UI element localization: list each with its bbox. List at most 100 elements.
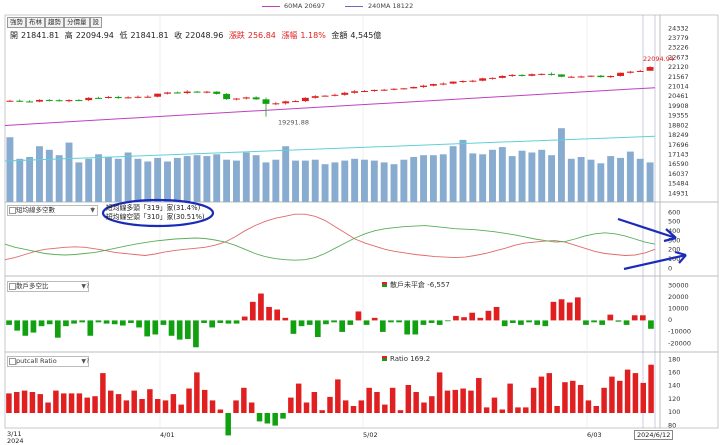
x-tick-label: 3/11 xyxy=(7,430,22,438)
sentiment-bar xyxy=(144,320,151,337)
tab-settings[interactable]: 設 xyxy=(89,17,102,28)
volume-bar xyxy=(262,162,270,202)
indicator-select-ratio[interactable]: putcall Ratio ▼ xyxy=(7,356,89,367)
candle-body xyxy=(262,99,270,104)
candle-body xyxy=(361,91,368,93)
ratio-axis-label: 140 xyxy=(668,382,680,390)
candle-body xyxy=(144,96,152,98)
ratio-bar xyxy=(60,393,67,413)
sentiment-bar xyxy=(193,320,199,348)
candle-body xyxy=(646,67,654,71)
candle-body xyxy=(321,95,329,97)
candle-body xyxy=(232,98,240,100)
volume-bar xyxy=(617,157,624,202)
volume-bar xyxy=(380,162,388,202)
candle-body xyxy=(85,97,93,101)
volume-bar xyxy=(400,159,408,202)
tab-trend[interactable]: 趨勢 xyxy=(45,17,64,28)
volume-bar xyxy=(134,158,142,202)
tab-bollinger[interactable]: 布林 xyxy=(26,17,45,28)
candle-body xyxy=(213,91,221,94)
volume-bar xyxy=(538,149,546,202)
breadth-axis-label: 200 xyxy=(668,246,680,254)
candle-body xyxy=(55,100,63,102)
tab-volume-profile[interactable]: 分價量 xyxy=(64,17,90,28)
price-axis-label: 18249 xyxy=(668,131,689,139)
ratio-bar xyxy=(248,402,255,413)
ma240-label: 240MA 18122 xyxy=(368,2,414,10)
candle-body xyxy=(183,91,191,94)
indicator-select-label: 散戶多空比 xyxy=(16,282,49,290)
annotation-arrow-down xyxy=(617,217,677,240)
volume-bar xyxy=(85,158,93,202)
ratio-bar xyxy=(225,413,231,436)
candle-body xyxy=(420,85,428,87)
ratio-bar xyxy=(162,400,169,413)
candle-body xyxy=(459,81,467,83)
price-axis-label: 19908 xyxy=(668,102,689,110)
candle-body xyxy=(548,73,556,75)
candle-body xyxy=(518,74,526,76)
ratio-bar xyxy=(632,373,639,413)
x-tick-label: 6/03 xyxy=(587,431,602,439)
volume-bar xyxy=(479,154,487,202)
ratio-bar xyxy=(389,387,396,413)
breadth-axis-label: 400 xyxy=(668,227,680,235)
sentiment-bar xyxy=(54,320,61,338)
help-icon[interactable]: ? xyxy=(91,206,95,214)
candle-body xyxy=(282,101,290,104)
sentiment-bar xyxy=(639,315,646,321)
x-tick-label: 4/01 xyxy=(160,431,175,439)
tab-strength[interactable]: 強勢 xyxy=(7,17,26,28)
sentiment-bar xyxy=(306,320,313,325)
volume-bar xyxy=(232,160,240,202)
volume-bar xyxy=(597,163,605,202)
help-icon[interactable]: ? xyxy=(86,357,90,365)
sentiment-bar xyxy=(14,320,21,331)
sentiment-bar xyxy=(428,320,435,323)
sentiment-bar xyxy=(184,320,191,339)
sentiment-bar xyxy=(38,320,45,327)
ratio-bar xyxy=(366,387,372,413)
ratio-bar xyxy=(256,413,263,422)
candle-body xyxy=(617,72,624,76)
ratio-bar xyxy=(53,390,59,413)
volume-bar xyxy=(26,157,34,202)
bear-count-text: 短均線空頭「310」家(30.51%) xyxy=(106,213,205,221)
volume-bar xyxy=(361,159,368,202)
indicator-select-breadth[interactable]: 短均線多空數 ▼ xyxy=(7,205,98,216)
sentiment-bar xyxy=(453,315,459,321)
sentiment-bar xyxy=(461,317,467,321)
indicator-select-sentiment[interactable]: 散戶多空比 ▼ xyxy=(7,281,89,292)
checkbox[interactable] xyxy=(9,358,16,365)
candle-body xyxy=(341,92,349,95)
ratio-bar xyxy=(460,388,466,413)
checkbox[interactable] xyxy=(9,283,16,290)
volume-bar xyxy=(498,147,506,202)
sentiment-bar xyxy=(6,320,12,325)
ratio-bar xyxy=(350,406,357,413)
candle-body xyxy=(331,94,339,96)
volume-bar xyxy=(203,156,211,202)
sentiment-axis-label: 20000 xyxy=(668,293,689,301)
ratio-axis-label: 80 xyxy=(668,421,676,429)
sentiment-bar xyxy=(249,301,256,321)
volume-bar xyxy=(154,157,162,202)
volume-bar xyxy=(587,159,595,202)
ratio-bar xyxy=(6,393,12,413)
volume-bar xyxy=(341,160,349,202)
checkbox[interactable] xyxy=(9,207,16,214)
sentiment-bar xyxy=(485,310,492,321)
ratio-bar xyxy=(562,382,568,413)
sentiment-bar xyxy=(509,320,516,323)
candle-body xyxy=(380,89,388,91)
ratio-bar xyxy=(45,402,51,413)
ratio-bar xyxy=(421,402,427,413)
candle-body xyxy=(587,75,595,77)
volume-bar xyxy=(646,162,654,202)
ratio-bar xyxy=(327,396,333,413)
change-value: 256.84 xyxy=(247,31,276,40)
sentiment-bar xyxy=(420,320,427,325)
help-icon[interactable]: ? xyxy=(86,282,90,290)
sentiment-bar xyxy=(436,320,443,325)
